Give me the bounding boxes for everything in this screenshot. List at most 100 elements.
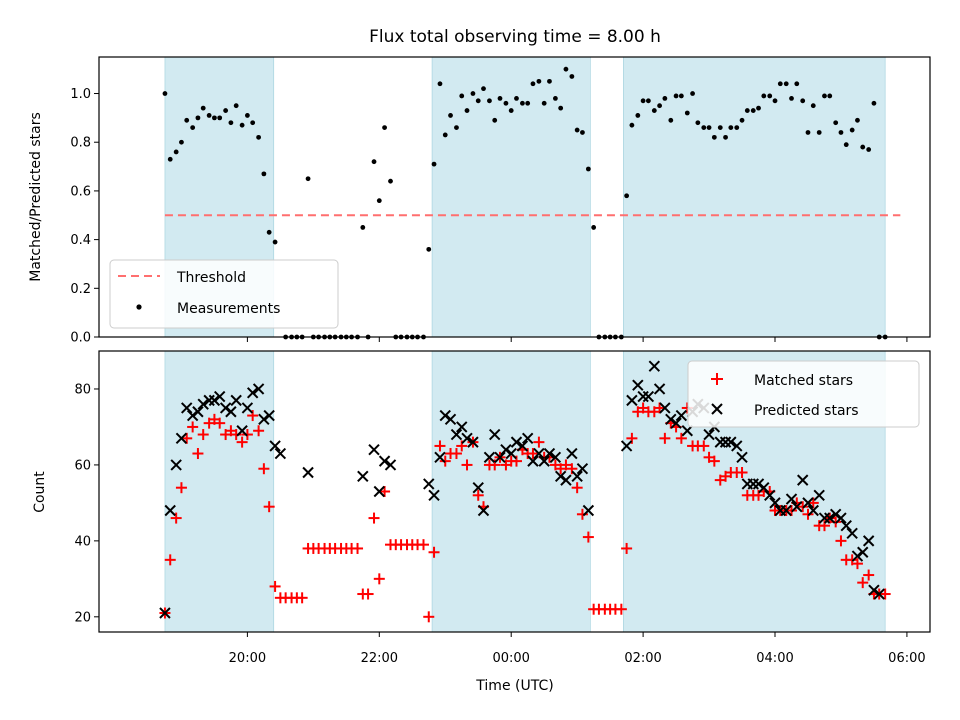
measurement-point <box>767 93 773 99</box>
measurement-point <box>541 100 547 106</box>
predicted-star-point <box>736 451 748 464</box>
predicted-star-point <box>510 436 523 448</box>
matched-star-point <box>241 429 253 441</box>
legend-matched-swatch <box>711 373 723 385</box>
measurement-point <box>794 81 800 87</box>
measurement-point <box>833 120 839 126</box>
predicted-star-point <box>450 428 463 441</box>
matched-star-point <box>269 580 281 592</box>
matched-star-point <box>362 588 374 600</box>
matched-star-point <box>164 554 176 566</box>
measurement-point <box>481 86 486 92</box>
measurement-point <box>591 225 597 230</box>
legend-predicted-label: Predicted stars <box>754 403 859 419</box>
matched-star-point <box>857 577 869 589</box>
matched-star-point <box>214 417 226 429</box>
measurement-point <box>266 229 272 235</box>
measurement-point <box>388 178 393 184</box>
measurement-point <box>162 91 168 96</box>
measurement-point <box>772 98 778 104</box>
measurement-point <box>706 125 712 131</box>
ratio-y-tick-label: 0.2 <box>70 282 91 297</box>
measurement-point <box>569 74 575 79</box>
matched-star-point <box>708 455 720 467</box>
matched-star-point <box>879 588 891 600</box>
x-tick-label: 02:00 <box>624 651 661 666</box>
predicted-star-point <box>791 500 803 513</box>
predicted-star-point <box>225 406 237 418</box>
measurement-point <box>464 108 470 113</box>
measurement-point <box>843 142 849 148</box>
predicted-star-point <box>236 425 248 437</box>
predicted-star-point <box>543 447 556 460</box>
measurement-point <box>173 149 179 155</box>
matched-star-point <box>736 467 748 479</box>
measurement-point <box>217 115 223 121</box>
predicted-star-point <box>527 455 539 467</box>
ratio-y-tick-label: 1.0 <box>70 87 91 102</box>
predicted-star-point <box>725 436 737 448</box>
matched-star-point <box>170 512 182 524</box>
measurement-point <box>184 117 190 123</box>
predicted-star-point <box>659 402 671 414</box>
count-panel-frame <box>98 350 931 633</box>
count-y-axis-label: Count <box>32 471 48 513</box>
measurement-point <box>261 171 267 177</box>
predicted-star-point <box>648 360 661 372</box>
measurement-point <box>382 125 387 131</box>
predicted-star-point <box>170 459 182 471</box>
matched-star-point <box>258 463 270 475</box>
predicted-star-point <box>505 447 517 460</box>
count-y-tick-label: 80 <box>74 382 91 397</box>
matched-star-point <box>807 497 819 509</box>
measurement-point <box>497 95 503 101</box>
predicted-star-point <box>434 451 446 464</box>
predicted-star-point <box>571 470 583 483</box>
measurement-point <box>717 125 723 131</box>
predicted-star-point <box>642 390 655 403</box>
predicted-star-point <box>576 463 589 475</box>
predicted-star-point <box>197 398 209 410</box>
matched-stars-points <box>159 402 891 623</box>
matched-star-point <box>675 432 687 444</box>
predicted-star-point <box>752 478 765 490</box>
matched-star-point <box>423 611 435 623</box>
measurement-point <box>756 105 761 111</box>
matched-star-point <box>373 573 385 585</box>
matched-star-point <box>187 421 199 433</box>
predicted-star-point <box>764 489 776 502</box>
predicted-star-point <box>731 440 743 452</box>
measurement-point <box>244 113 250 118</box>
legend-threshold-label: Threshold <box>176 270 246 286</box>
measurement-point <box>448 113 453 118</box>
matched-star-point <box>263 501 275 513</box>
measurement-point <box>585 166 591 172</box>
predicted-star-point <box>456 421 468 433</box>
measurement-point <box>167 156 173 162</box>
measurement-point <box>690 91 695 96</box>
predicted-star-point <box>467 436 479 448</box>
predicted-star-point <box>461 432 473 445</box>
matched-star-point <box>851 558 863 570</box>
measurement-point <box>635 113 641 118</box>
measurement-point <box>624 193 630 199</box>
predicted-star-point <box>263 409 275 422</box>
measurement-point <box>508 108 514 113</box>
ratio-y-tick-label: 0.8 <box>70 136 91 151</box>
measurement-point <box>711 134 717 140</box>
measurement-point <box>668 117 674 123</box>
matched-star-point <box>472 489 484 501</box>
legend-measurements-label: Measurements <box>177 301 280 317</box>
ratio-legend: Threshold Measurements <box>109 259 339 329</box>
predicted-star-point <box>824 512 836 524</box>
matched-star-point <box>439 455 451 467</box>
measurement-point <box>470 91 476 96</box>
predicted-star-point <box>538 455 550 467</box>
predicted-star-point <box>653 383 666 395</box>
predicted-star-point <box>802 497 814 509</box>
measurement-point <box>816 130 822 135</box>
predicted-star-point <box>829 508 842 520</box>
predicted-star-point <box>378 455 391 467</box>
predicted-star-point <box>554 470 567 483</box>
